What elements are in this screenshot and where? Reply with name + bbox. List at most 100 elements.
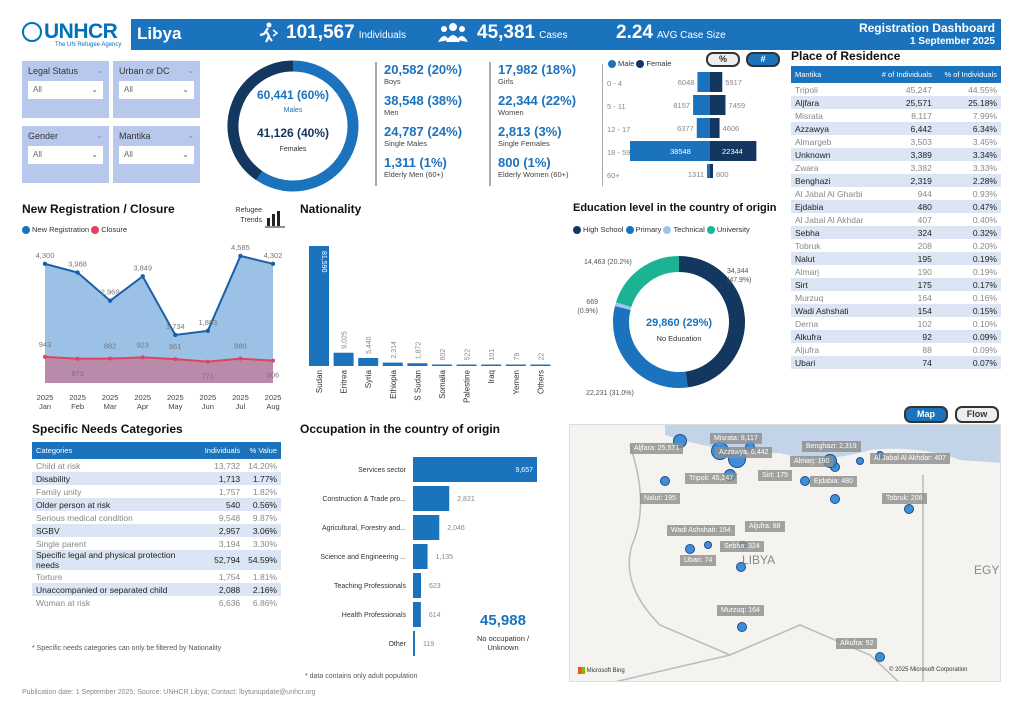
table-row[interactable]: Ejdabia 480 0.47%: [791, 200, 1001, 213]
map-marker[interactable]: [685, 544, 695, 554]
legend-female-dot: [636, 60, 645, 69]
table-row[interactable]: Sebha 324 0.32%: [791, 226, 1001, 239]
table-row[interactable]: Sirt 175 0.17%: [791, 278, 1001, 291]
table-cell: 102: [917, 318, 932, 329]
table-cell: 3,503: [910, 136, 932, 147]
table-row[interactable]: Nalut 195 0.19%: [791, 252, 1001, 265]
table-cell: 9,548: [218, 512, 241, 523]
chevron-down-icon[interactable]: ⌄: [96, 131, 103, 140]
table-cell: 0.19%: [935, 252, 1001, 265]
education-legend: High School Primary Technical University: [573, 225, 750, 235]
x-tick-month: Aug: [266, 402, 279, 411]
map-label: Tobruk: 208: [882, 493, 927, 504]
registration-point: [140, 274, 145, 279]
filter-select[interactable]: All ⌄: [119, 146, 194, 164]
table-cell: Family unity: [36, 486, 82, 497]
table-cell: Nalut: [791, 252, 874, 265]
table-row[interactable]: Almargeb 3,503 3.45%: [791, 135, 1001, 148]
filter-urban-or-dc[interactable]: Urban or DC ⌄ All ⌄: [113, 61, 200, 118]
percent-toggle-button[interactable]: %: [706, 52, 740, 67]
col-mantika[interactable]: Mantika: [791, 66, 874, 83]
table-row[interactable]: Alkufra 92 0.09%: [791, 330, 1001, 343]
table-row[interactable]: Tripoli 45,247 44.55%: [791, 83, 1001, 96]
table-row[interactable]: SGBV 2,957 3.06%: [32, 524, 281, 537]
occupation-label: Agricultural, Forestry and...: [322, 525, 406, 532]
table-row[interactable]: Al Jabal Al Gharbi 944 0.93%: [791, 187, 1001, 200]
table-row[interactable]: Child at risk 13,732 14.20%: [32, 459, 281, 472]
flow-toggle-button[interactable]: Flow: [955, 406, 999, 423]
table-row[interactable]: Woman at risk 6,636 6.86%: [32, 596, 281, 609]
map-marker[interactable]: [660, 476, 670, 486]
filter-select[interactable]: All ⌄: [28, 81, 103, 99]
table-row[interactable]: Wadi Ashshati 154 0.15%: [791, 304, 1001, 317]
table-row[interactable]: Murzuq 164 0.16%: [791, 291, 1001, 304]
education-title: Education level in the country of origin: [573, 202, 777, 214]
filter-legal-status[interactable]: Legal Status ⌄ All ⌄: [22, 61, 109, 118]
x-tick-year: 2025: [265, 393, 282, 402]
table-cell: 44.55%: [968, 84, 997, 95]
table-cell: 0.09%: [972, 344, 997, 355]
table-row[interactable]: Single parent 3,194 3.30%: [32, 537, 281, 550]
table-row[interactable]: Misrata 8,117 7.99%: [791, 109, 1001, 122]
nationality-bar: [358, 357, 379, 366]
refugee-trends-link[interactable]: Refugee Trends: [235, 207, 262, 224]
table-cell: Child at risk: [36, 460, 81, 471]
closure-value: 923: [136, 340, 149, 349]
table-row[interactable]: Al Jabal Al Akhdar 407 0.40%: [791, 213, 1001, 226]
col-individuals[interactable]: # of Individuals: [873, 66, 936, 83]
chevron-down-icon[interactable]: ⌄: [187, 66, 194, 75]
table-row[interactable]: Family unity 1,757 1.82%: [32, 485, 281, 498]
table-row[interactable]: Older person at risk 540 0.56%: [32, 498, 281, 511]
table-row[interactable]: Aljfara 25,571 25.18%: [791, 96, 1001, 109]
map-label: Ejdabia: 480: [810, 476, 857, 487]
filter-mantika[interactable]: Mantika ⌄ All ⌄: [113, 126, 200, 183]
slice-label: 34,344: [727, 268, 749, 275]
table-row[interactable]: Almarj 190 0.19%: [791, 265, 1001, 278]
map-marker[interactable]: [904, 504, 914, 514]
map-label: Alkufra: 92: [836, 638, 878, 649]
bar-chart-icon[interactable]: [265, 208, 285, 228]
occupation-bar: [413, 544, 428, 569]
map-marker[interactable]: [800, 476, 810, 486]
map-marker[interactable]: [830, 494, 840, 504]
nationality-bar: [309, 246, 329, 366]
map-marker[interactable]: [737, 622, 747, 632]
residence-map[interactable]: LIBYA EGYP Microsoft Bing © 2025 Microso…: [569, 424, 1001, 682]
chevron-down-icon: ⌄: [182, 150, 189, 159]
table-row[interactable]: Zwara 3,382 3.33%: [791, 161, 1001, 174]
table-row[interactable]: Tobruk 208 0.20%: [791, 239, 1001, 252]
col-individuals[interactable]: Individuals: [200, 442, 245, 459]
filter-gender[interactable]: Gender ⌄ All ⌄: [22, 126, 109, 183]
bing-logo: Microsoft Bing: [578, 667, 625, 674]
filter-select[interactable]: All ⌄: [28, 146, 103, 164]
avg-case-label: AVG Case Size: [656, 30, 726, 41]
chevron-down-icon[interactable]: ⌄: [187, 131, 194, 140]
col-percent[interactable]: % of Individuals: [935, 66, 1001, 83]
chevron-down-icon[interactable]: ⌄: [96, 66, 103, 75]
map-marker[interactable]: [856, 457, 864, 465]
table-row[interactable]: Aljufra 88 0.09%: [791, 343, 1001, 356]
map-marker[interactable]: [875, 652, 885, 662]
table-row[interactable]: Azzawya 6,442 6.34%: [791, 122, 1001, 135]
table-row[interactable]: Unaccompanied or separated child 2,088 2.1…: [32, 583, 281, 596]
female-value: 4606: [723, 124, 740, 133]
age-label: 60+: [607, 171, 620, 180]
male-bar: [697, 72, 710, 92]
occupation-bar: [413, 631, 415, 656]
col-categories[interactable]: Categories: [32, 442, 201, 459]
map-marker[interactable]: [736, 562, 746, 572]
table-row[interactable]: Unknown 3,389 3.34%: [791, 148, 1001, 161]
table-row[interactable]: Torture 1,754 1.81%: [32, 570, 281, 583]
table-row[interactable]: Disability 1,713 1.77%: [32, 472, 281, 485]
number-toggle-button[interactable]: #: [746, 52, 780, 67]
table-row[interactable]: Ubari 74 0.07%: [791, 356, 1001, 369]
table-row[interactable]: Derna 102 0.10%: [791, 317, 1001, 330]
table-row[interactable]: Serious medical condition 9,548 9.87%: [32, 511, 281, 524]
map-toggle-button[interactable]: Map: [904, 406, 948, 423]
table-row[interactable]: Benghazi 2,319 2.28%: [791, 174, 1001, 187]
map-marker[interactable]: [704, 541, 712, 549]
filter-select[interactable]: All ⌄: [119, 81, 194, 99]
table-row[interactable]: Specific legal and physical protection n…: [32, 550, 281, 570]
col-percent-value[interactable]: % Value: [244, 442, 281, 459]
x-tick-year: 2025: [134, 393, 151, 402]
